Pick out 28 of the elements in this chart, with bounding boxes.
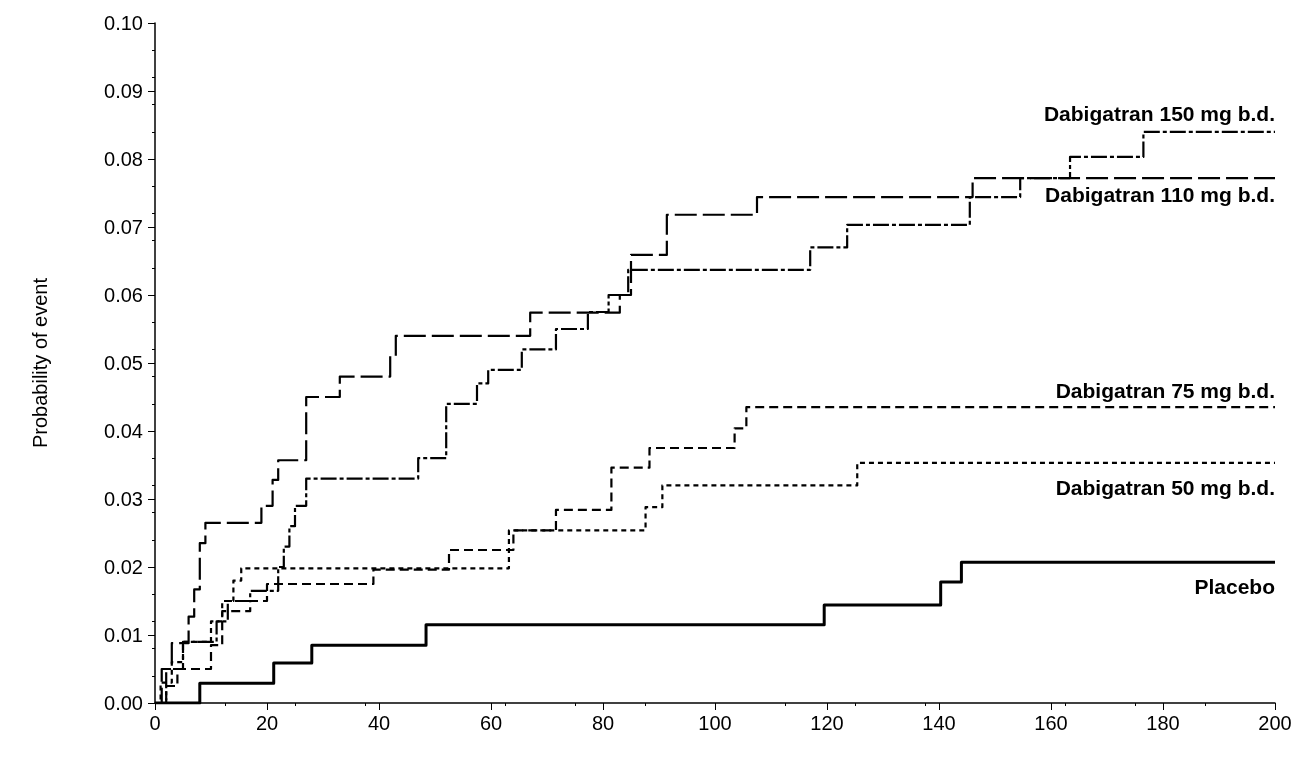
x-tick-label: 120 — [810, 712, 844, 734]
x-tick-label: 80 — [591, 712, 615, 734]
y-tick-label: 0.06 — [104, 284, 143, 306]
x-tick-label: 60 — [479, 712, 503, 734]
x-tick-label: 0 — [149, 712, 161, 734]
y-tick-label: 0.03 — [104, 488, 143, 510]
x-tick-label: 100 — [698, 712, 732, 734]
y-axis-title: Probability of event — [29, 277, 51, 449]
y-tick-label: 0.05 — [104, 352, 143, 374]
y-tick-label: 0.08 — [104, 148, 143, 170]
series-label: Dabigatran 150 mg b.d. — [1043, 101, 1275, 125]
y-tick-label: 0.00 — [104, 692, 143, 714]
x-tick-label: 180 — [1146, 712, 1180, 734]
y-tick-label: 0.04 — [104, 420, 143, 442]
x-tick-label: 140 — [922, 712, 956, 734]
series-label: Dabigatran 75 mg b.d. — [1055, 379, 1275, 403]
y-tick-label: 0.09 — [104, 80, 143, 102]
x-tick-label: 40 — [367, 712, 391, 734]
x-tick-label: 160 — [1034, 712, 1068, 734]
x-tick-label: 200 — [1258, 712, 1292, 734]
y-tick-label: 0.10 — [104, 12, 143, 34]
series-label: Placebo — [1194, 575, 1275, 599]
y-tick-label: 0.07 — [104, 216, 143, 238]
x-tick-label: 20 — [255, 712, 279, 734]
series-label: Dabigatran 110 mg b.d. — [1045, 183, 1275, 207]
y-tick-label: 0.01 — [104, 624, 143, 646]
series-label: Dabigatran 50 mg b.d. — [1055, 475, 1275, 499]
y-tick-label: 0.02 — [104, 556, 143, 578]
